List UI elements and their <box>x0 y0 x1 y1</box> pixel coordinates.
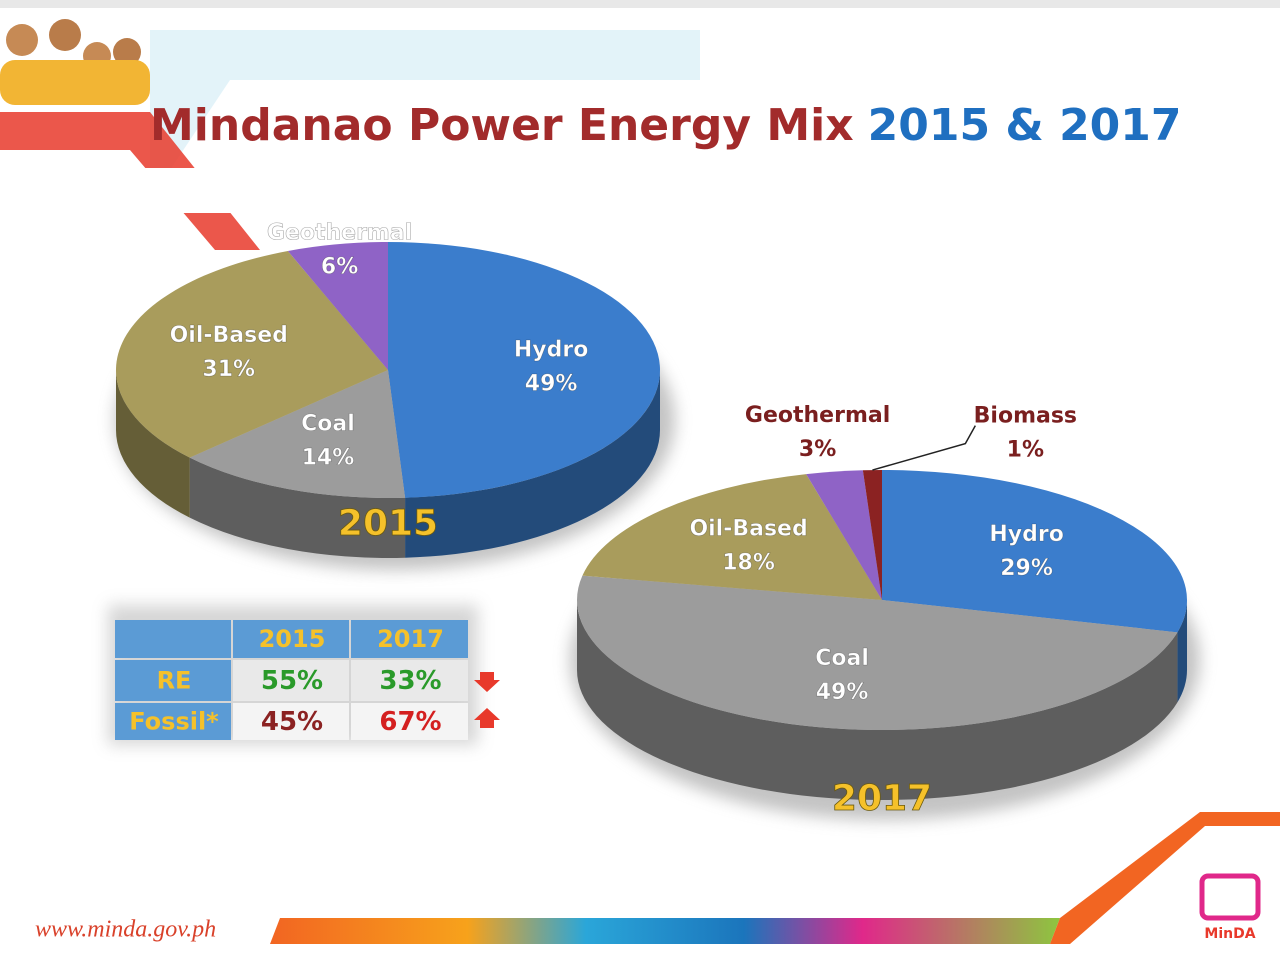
cell <box>351 703 468 740</box>
slice-side <box>577 600 1178 801</box>
slice-label: Oil-Based <box>170 323 288 348</box>
logo: MinDA <box>1199 873 1261 942</box>
slice-label: Hydro <box>989 522 1063 547</box>
deco-red <box>0 112 260 250</box>
cell <box>351 660 468 701</box>
slice <box>582 474 882 600</box>
header-text: 2015 <box>259 625 326 653</box>
slice <box>577 575 1178 730</box>
slice-value: 18% <box>722 551 775 576</box>
title-box <box>145 168 575 213</box>
slice-label: Biomass <box>974 404 1077 429</box>
row-header-text: Fossil* <box>129 708 219 736</box>
header-text: 2017 <box>377 625 444 653</box>
row-header-cell <box>115 660 231 701</box>
row-header-text: RE <box>157 667 192 695</box>
footer-swoosh <box>1050 812 1280 944</box>
slice-value: 31% <box>202 357 255 382</box>
row-header-cell <box>115 703 231 740</box>
cell <box>233 703 349 740</box>
slice-value: 49% <box>525 372 578 397</box>
header-cell <box>351 620 468 658</box>
slice-label: Coal <box>301 411 355 436</box>
leader-line <box>872 425 977 471</box>
title-main: Mindanao Power Energy Mix <box>150 100 854 151</box>
slice-value: 1% <box>1007 438 1044 463</box>
logo-text: MinDA <box>1204 926 1255 942</box>
slice-side <box>115 370 190 518</box>
arrow-down <box>474 672 500 692</box>
slice <box>115 250 388 458</box>
cell-text: 33% <box>379 666 441 696</box>
slice <box>806 470 882 600</box>
footer-url: www.minda.gov.ph <box>35 917 216 943</box>
header-cell <box>233 620 349 658</box>
slice-side <box>189 457 406 558</box>
slice-label: Geothermal <box>745 403 890 428</box>
cell-text: 67% <box>379 707 441 737</box>
cell-text: 45% <box>261 707 323 737</box>
slice-label: Oil-Based <box>689 517 807 542</box>
footer-band <box>270 918 1060 944</box>
cell <box>233 660 349 701</box>
table: 2015 2017 RE 55% 33% Fossil* 45% 67% <box>108 605 478 745</box>
slice-side <box>1177 600 1187 703</box>
pie-title: 2015 <box>338 503 438 544</box>
deco-blue <box>150 30 700 200</box>
header-cell <box>115 620 231 658</box>
slice <box>388 242 661 498</box>
pies: Hydro 49% Coal 14% Oil-Based 31% Geothermal 6% 2… <box>115 220 1187 819</box>
people-photo <box>0 19 150 105</box>
slice <box>287 242 388 370</box>
slice-value: 29% <box>1000 556 1053 581</box>
title-years: 2015 & 2017 <box>868 100 1182 151</box>
slice-side <box>405 370 660 558</box>
top-strip <box>0 0 1280 8</box>
slice-value: 49% <box>816 680 869 705</box>
slice-label: Coal <box>815 646 869 671</box>
title: Mindanao Power Energy Mix 2015 & 2017 <box>150 100 1182 151</box>
arrow-up <box>474 708 500 728</box>
cell-text: 55% <box>261 666 323 696</box>
slice <box>882 470 1187 633</box>
slice <box>189 370 406 498</box>
slice-value: 3% <box>799 437 836 462</box>
slice-label: Geothermal <box>267 221 412 246</box>
slice-value: 14% <box>302 445 355 470</box>
slice-value: 6% <box>321 255 358 280</box>
slice <box>862 470 882 600</box>
pie-title: 2017 <box>832 778 932 819</box>
slice-label: Hydro <box>514 338 588 363</box>
